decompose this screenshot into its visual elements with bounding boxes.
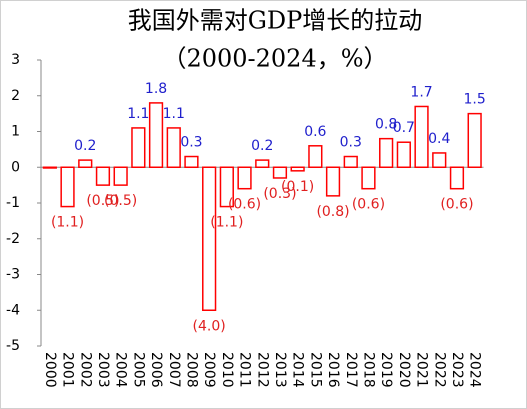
x-tick-label: 2006	[148, 352, 164, 388]
bar	[449, 166, 465, 190]
y-tick-label: -3	[6, 267, 20, 283]
bar	[95, 166, 111, 186]
y-tick-label: -2	[6, 231, 20, 247]
data-label: (0.6)	[352, 197, 385, 213]
data-label: 0.2	[251, 138, 273, 154]
data-label: (4.0)	[193, 318, 226, 334]
x-tick-label: 2024	[467, 352, 483, 388]
y-tick-label: 3	[11, 52, 20, 68]
y-tick-label: -4	[6, 302, 20, 318]
x-tick-label: 2007	[166, 352, 182, 388]
data-label: 0.7	[393, 120, 415, 136]
data-label: 1.8	[145, 81, 167, 97]
bar	[237, 166, 252, 190]
x-tick-label: 2000	[42, 352, 58, 388]
x-tick-label: 2008	[183, 352, 199, 388]
bar	[432, 152, 447, 168]
data-label: 1.7	[410, 84, 432, 100]
bar	[219, 166, 234, 208]
data-label: 0.6	[304, 124, 326, 140]
x-tick-label: 2014	[290, 352, 306, 388]
y-tick-label: 1	[11, 124, 20, 140]
x-tick-label: 2019	[378, 352, 394, 388]
x-tick-label: 2010	[219, 352, 235, 388]
chart-subtitle: （2000-2024，%）	[162, 45, 387, 73]
bar	[414, 105, 429, 168]
x-tick-label: 2005	[130, 352, 146, 388]
x-tick-label: 2020	[396, 352, 412, 388]
data-label: (0.5)	[104, 193, 137, 209]
x-tick-label: 2022	[431, 352, 447, 388]
bar	[60, 166, 75, 208]
y-tick-label: 2	[11, 88, 20, 104]
data-label: 0.4	[428, 131, 450, 147]
bar	[42, 166, 57, 169]
data-label: 1.1	[163, 106, 185, 122]
x-tick-label: 2018	[360, 352, 376, 388]
x-tick-label: 2015	[307, 352, 323, 388]
x-tick-label: 2021	[414, 352, 430, 388]
bar	[166, 127, 181, 169]
data-label: (0.6)	[228, 197, 261, 213]
y-tick-label: -1	[6, 195, 20, 211]
x-tick-label: 2001	[60, 352, 76, 388]
x-tick-label: 2011	[237, 352, 253, 388]
y-tick-label: -5	[6, 338, 20, 354]
bar	[325, 166, 341, 197]
data-label: (1.1)	[51, 215, 84, 231]
bar	[308, 145, 323, 169]
bar	[113, 166, 128, 186]
data-label: 0.2	[74, 138, 96, 154]
y-tick-label: 0	[11, 159, 20, 175]
data-label: 1.5	[464, 92, 486, 108]
x-tick-label: 2023	[449, 352, 465, 388]
bar	[467, 112, 482, 168]
bar	[78, 159, 93, 169]
bar	[255, 159, 270, 169]
chart-title: 我国外需对GDP增长的拉动	[128, 7, 423, 35]
x-tick-label: 2009	[201, 352, 217, 388]
x-tick-label: 2012	[254, 352, 270, 388]
data-label: (0.5)	[86, 193, 119, 209]
x-tick-label: 2003	[95, 352, 111, 388]
data-label: (0.3)	[263, 186, 296, 202]
data-label: (0.8)	[316, 204, 349, 220]
bar	[148, 102, 164, 168]
data-label: 0.8	[375, 117, 397, 133]
bar	[131, 127, 146, 169]
bar	[379, 137, 394, 168]
data-label: 1.1	[127, 106, 149, 122]
data-label: (1.1)	[210, 215, 243, 231]
bar	[290, 166, 305, 172]
x-tick-label: 2017	[343, 352, 359, 388]
data-label: (0.6)	[440, 197, 473, 213]
data-label: (0.1)	[281, 179, 314, 195]
bar	[272, 166, 288, 179]
bar	[202, 166, 217, 311]
bar	[184, 155, 199, 168]
bar	[396, 141, 411, 169]
bar	[361, 166, 376, 190]
x-tick-label: 2016	[325, 352, 341, 388]
x-tick-label: 2013	[272, 352, 288, 388]
data-label: 0.3	[180, 135, 202, 151]
data-label: 0.3	[340, 135, 362, 151]
x-tick-label: 2002	[77, 352, 93, 388]
x-tick-label: 2004	[113, 352, 129, 388]
bar	[343, 155, 358, 168]
